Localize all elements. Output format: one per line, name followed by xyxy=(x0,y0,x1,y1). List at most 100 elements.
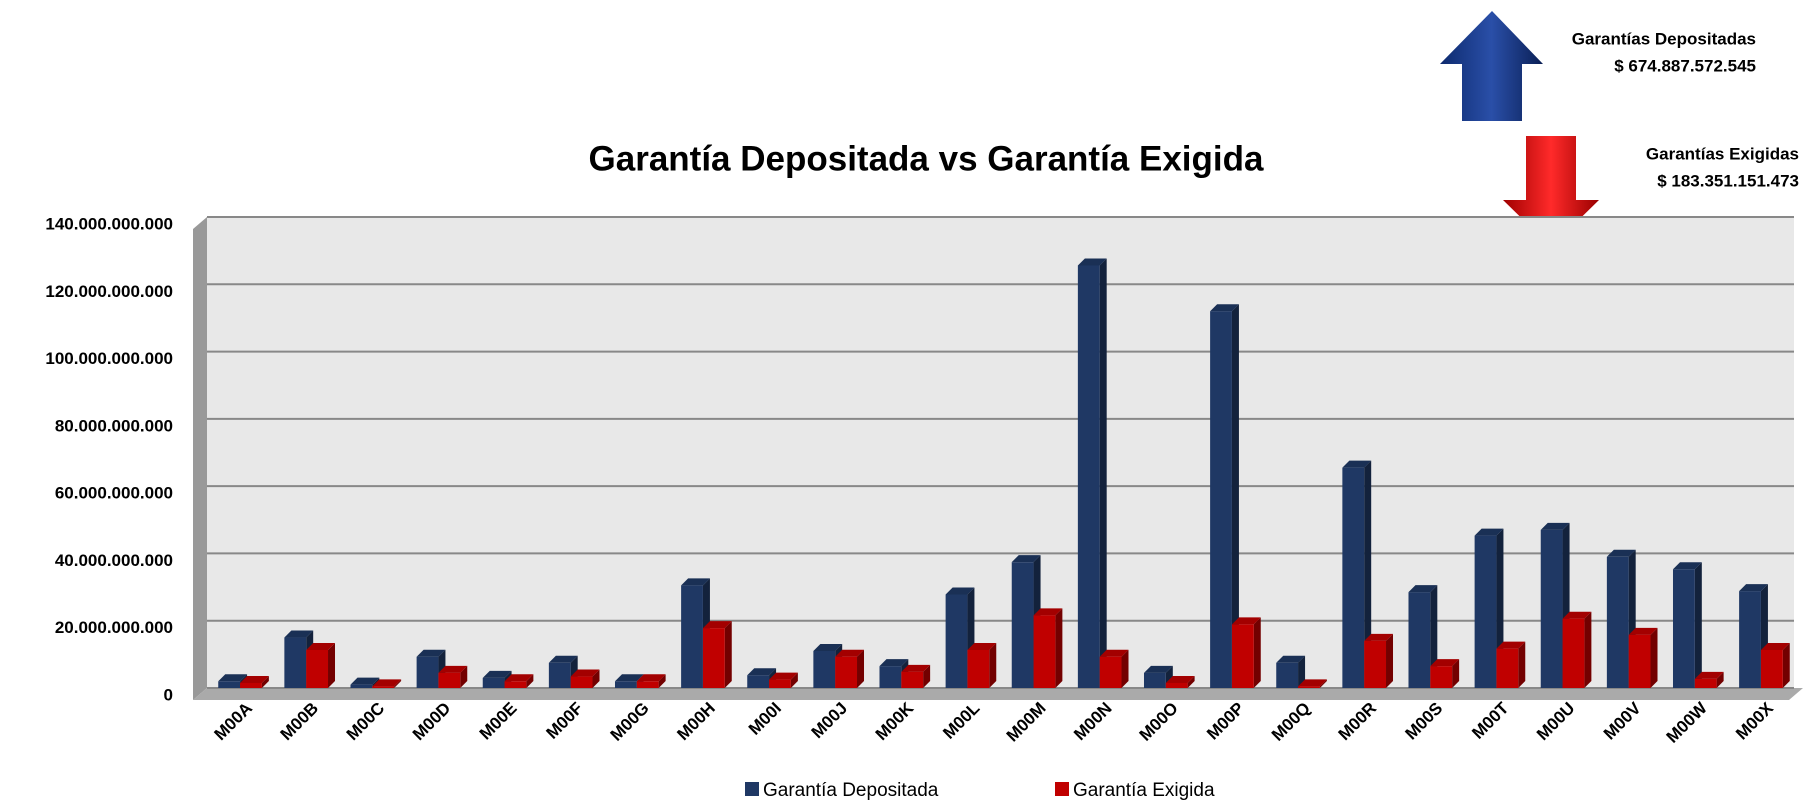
bar xyxy=(1210,311,1232,688)
bar xyxy=(1143,672,1166,688)
x-tick-label: M00K xyxy=(872,698,918,744)
bar xyxy=(1628,634,1651,688)
bar xyxy=(1694,678,1717,688)
x-tick-label: M00L xyxy=(939,699,983,743)
bar xyxy=(284,637,307,688)
bar-side xyxy=(790,672,798,688)
bar xyxy=(769,679,791,688)
bar-side xyxy=(328,642,336,688)
y-tick-label: 60.000.000.000 xyxy=(55,484,173,503)
bar xyxy=(504,681,527,688)
bar-side xyxy=(1231,304,1239,688)
bar-side xyxy=(923,664,931,688)
x-tick-label: M00Q xyxy=(1268,699,1314,745)
bar-top xyxy=(636,674,666,682)
bar xyxy=(681,585,703,688)
bar xyxy=(879,666,902,688)
bar-top xyxy=(1165,675,1195,683)
bar-top xyxy=(218,674,248,682)
bar xyxy=(218,681,241,688)
y-tick-label: 100.000.000.000 xyxy=(45,349,173,368)
bar xyxy=(306,649,329,688)
bar-side xyxy=(460,665,468,688)
bar xyxy=(372,686,395,688)
bar-side xyxy=(1055,608,1063,688)
x-tick-label: M00M xyxy=(1003,699,1050,746)
bar xyxy=(570,676,593,688)
bar-top xyxy=(813,643,843,651)
bar xyxy=(1739,591,1761,688)
bar xyxy=(1011,562,1034,688)
side-wall xyxy=(193,217,207,700)
x-tick-label: M00E xyxy=(476,699,521,744)
bar xyxy=(835,656,858,688)
bar-top xyxy=(1143,665,1173,673)
bar-top xyxy=(1077,258,1107,266)
annotation-amount: $ 674.887.572.545 xyxy=(1614,56,1756,75)
bar-side xyxy=(1452,659,1460,688)
bar-side xyxy=(1716,671,1724,688)
bar-side xyxy=(1121,649,1129,688)
bar xyxy=(1540,529,1563,688)
annotation-title: Garantías Exigidas xyxy=(1646,144,1799,163)
legend-label: Garantía Exigida xyxy=(1073,780,1215,801)
x-tick-label: M00P xyxy=(1203,699,1248,744)
bar xyxy=(1606,556,1629,688)
y-tick-label: 40.000.000.000 xyxy=(55,551,173,570)
bar xyxy=(1099,656,1122,688)
bar xyxy=(1760,649,1783,688)
bar-top xyxy=(1694,671,1724,679)
bar-side xyxy=(394,679,402,688)
bar-top xyxy=(570,669,600,677)
bar-side xyxy=(857,649,865,688)
bar-top xyxy=(1033,608,1063,616)
bar-top xyxy=(879,659,909,667)
bar-top xyxy=(747,668,777,676)
x-tick-label: M00T xyxy=(1468,698,1513,743)
bar-side xyxy=(1694,562,1702,688)
bar-top xyxy=(967,642,997,650)
bar-top xyxy=(548,655,578,663)
chart-title: Garantía Depositada vs Garantía Exigida xyxy=(589,139,1264,178)
bar-top xyxy=(416,649,446,657)
bar-side xyxy=(1187,675,1195,688)
bar-top xyxy=(240,675,269,683)
x-tick-label: M00S xyxy=(1401,699,1446,744)
bar xyxy=(1165,682,1188,688)
x-tick-label: M00X xyxy=(1732,698,1777,743)
bar-side xyxy=(1099,258,1107,688)
bar xyxy=(1408,592,1431,688)
x-tick-label: M00N xyxy=(1070,699,1116,745)
bar xyxy=(438,672,461,688)
legend-label: Garantía Depositada xyxy=(763,780,939,801)
bar-side xyxy=(724,621,732,688)
bar-top xyxy=(1672,562,1702,570)
bar-side xyxy=(1650,627,1658,688)
bar-top xyxy=(702,621,732,629)
bar xyxy=(482,677,505,688)
y-tick-label: 20.000.000.000 xyxy=(55,618,173,637)
bar xyxy=(1430,666,1453,688)
bar xyxy=(901,671,924,688)
bar xyxy=(1474,535,1497,688)
bar xyxy=(702,628,725,688)
bar xyxy=(967,649,990,688)
bar xyxy=(416,656,439,688)
bar-side xyxy=(526,674,534,688)
bar-side xyxy=(261,675,269,688)
bar-top xyxy=(504,674,534,682)
bar-top xyxy=(1011,555,1041,563)
y-tick-label: 140.000.000.000 xyxy=(45,214,173,233)
bar-side xyxy=(1518,641,1526,688)
x-tick-label: M00J xyxy=(808,699,852,743)
bar-top xyxy=(1342,460,1372,468)
bar xyxy=(350,684,373,688)
x-tick-label: M00A xyxy=(211,699,257,745)
bar-top xyxy=(1364,633,1394,641)
x-tick-label: M00F xyxy=(543,699,587,743)
bar-top xyxy=(1496,641,1526,649)
bar-top xyxy=(438,665,468,673)
bar xyxy=(1033,615,1056,688)
bar xyxy=(636,681,659,688)
bar-top xyxy=(284,630,314,638)
